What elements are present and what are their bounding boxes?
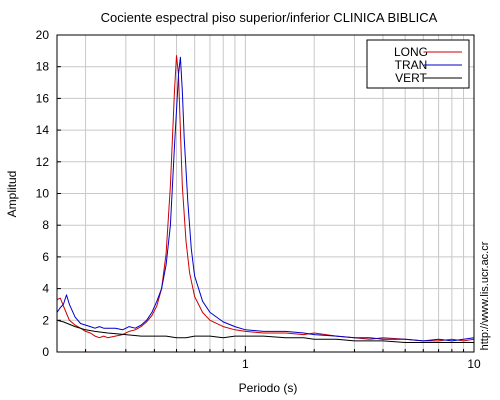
- legend-label-vert: VERT: [395, 71, 427, 85]
- y-tick-label: 4: [42, 282, 49, 296]
- y-tick-label: 18: [36, 60, 50, 74]
- x-tick-label: 1: [242, 357, 249, 371]
- y-tick-label: 6: [42, 250, 49, 264]
- y-tick-label: 8: [42, 218, 49, 232]
- y-tick-labels: 0 2 4 6 8 10 12 14 16 18 20: [36, 28, 61, 359]
- y-tick-label: 12: [36, 155, 50, 169]
- y-tick-label: 10: [36, 187, 50, 201]
- y-tick-label: 14: [36, 123, 50, 137]
- legend-box: [366, 39, 470, 89]
- x-tick-labels: 1 10: [85, 346, 481, 371]
- y-tick-label: 16: [36, 91, 50, 105]
- series-line-vert: [56, 319, 474, 343]
- x-tick-label: 10: [467, 357, 481, 371]
- y-tick-label: 2: [42, 313, 49, 327]
- legend-label-tran: TRAN: [395, 58, 428, 72]
- series-line-tran: [56, 56, 475, 342]
- source-url: http://www.lis.ucr.ac.cr: [479, 241, 491, 350]
- x-axis-label: Periodo (s): [239, 381, 298, 395]
- y-tick-label: 20: [36, 28, 50, 42]
- chart-title: Cociente espectral piso superior/inferio…: [101, 10, 438, 25]
- y-tick-label: 0: [42, 345, 49, 359]
- plot-frame: [56, 34, 475, 353]
- legend-label-long: LONG: [394, 45, 428, 59]
- y-axis-label: Amplitud: [5, 171, 19, 218]
- plot-lines: [56, 55, 475, 343]
